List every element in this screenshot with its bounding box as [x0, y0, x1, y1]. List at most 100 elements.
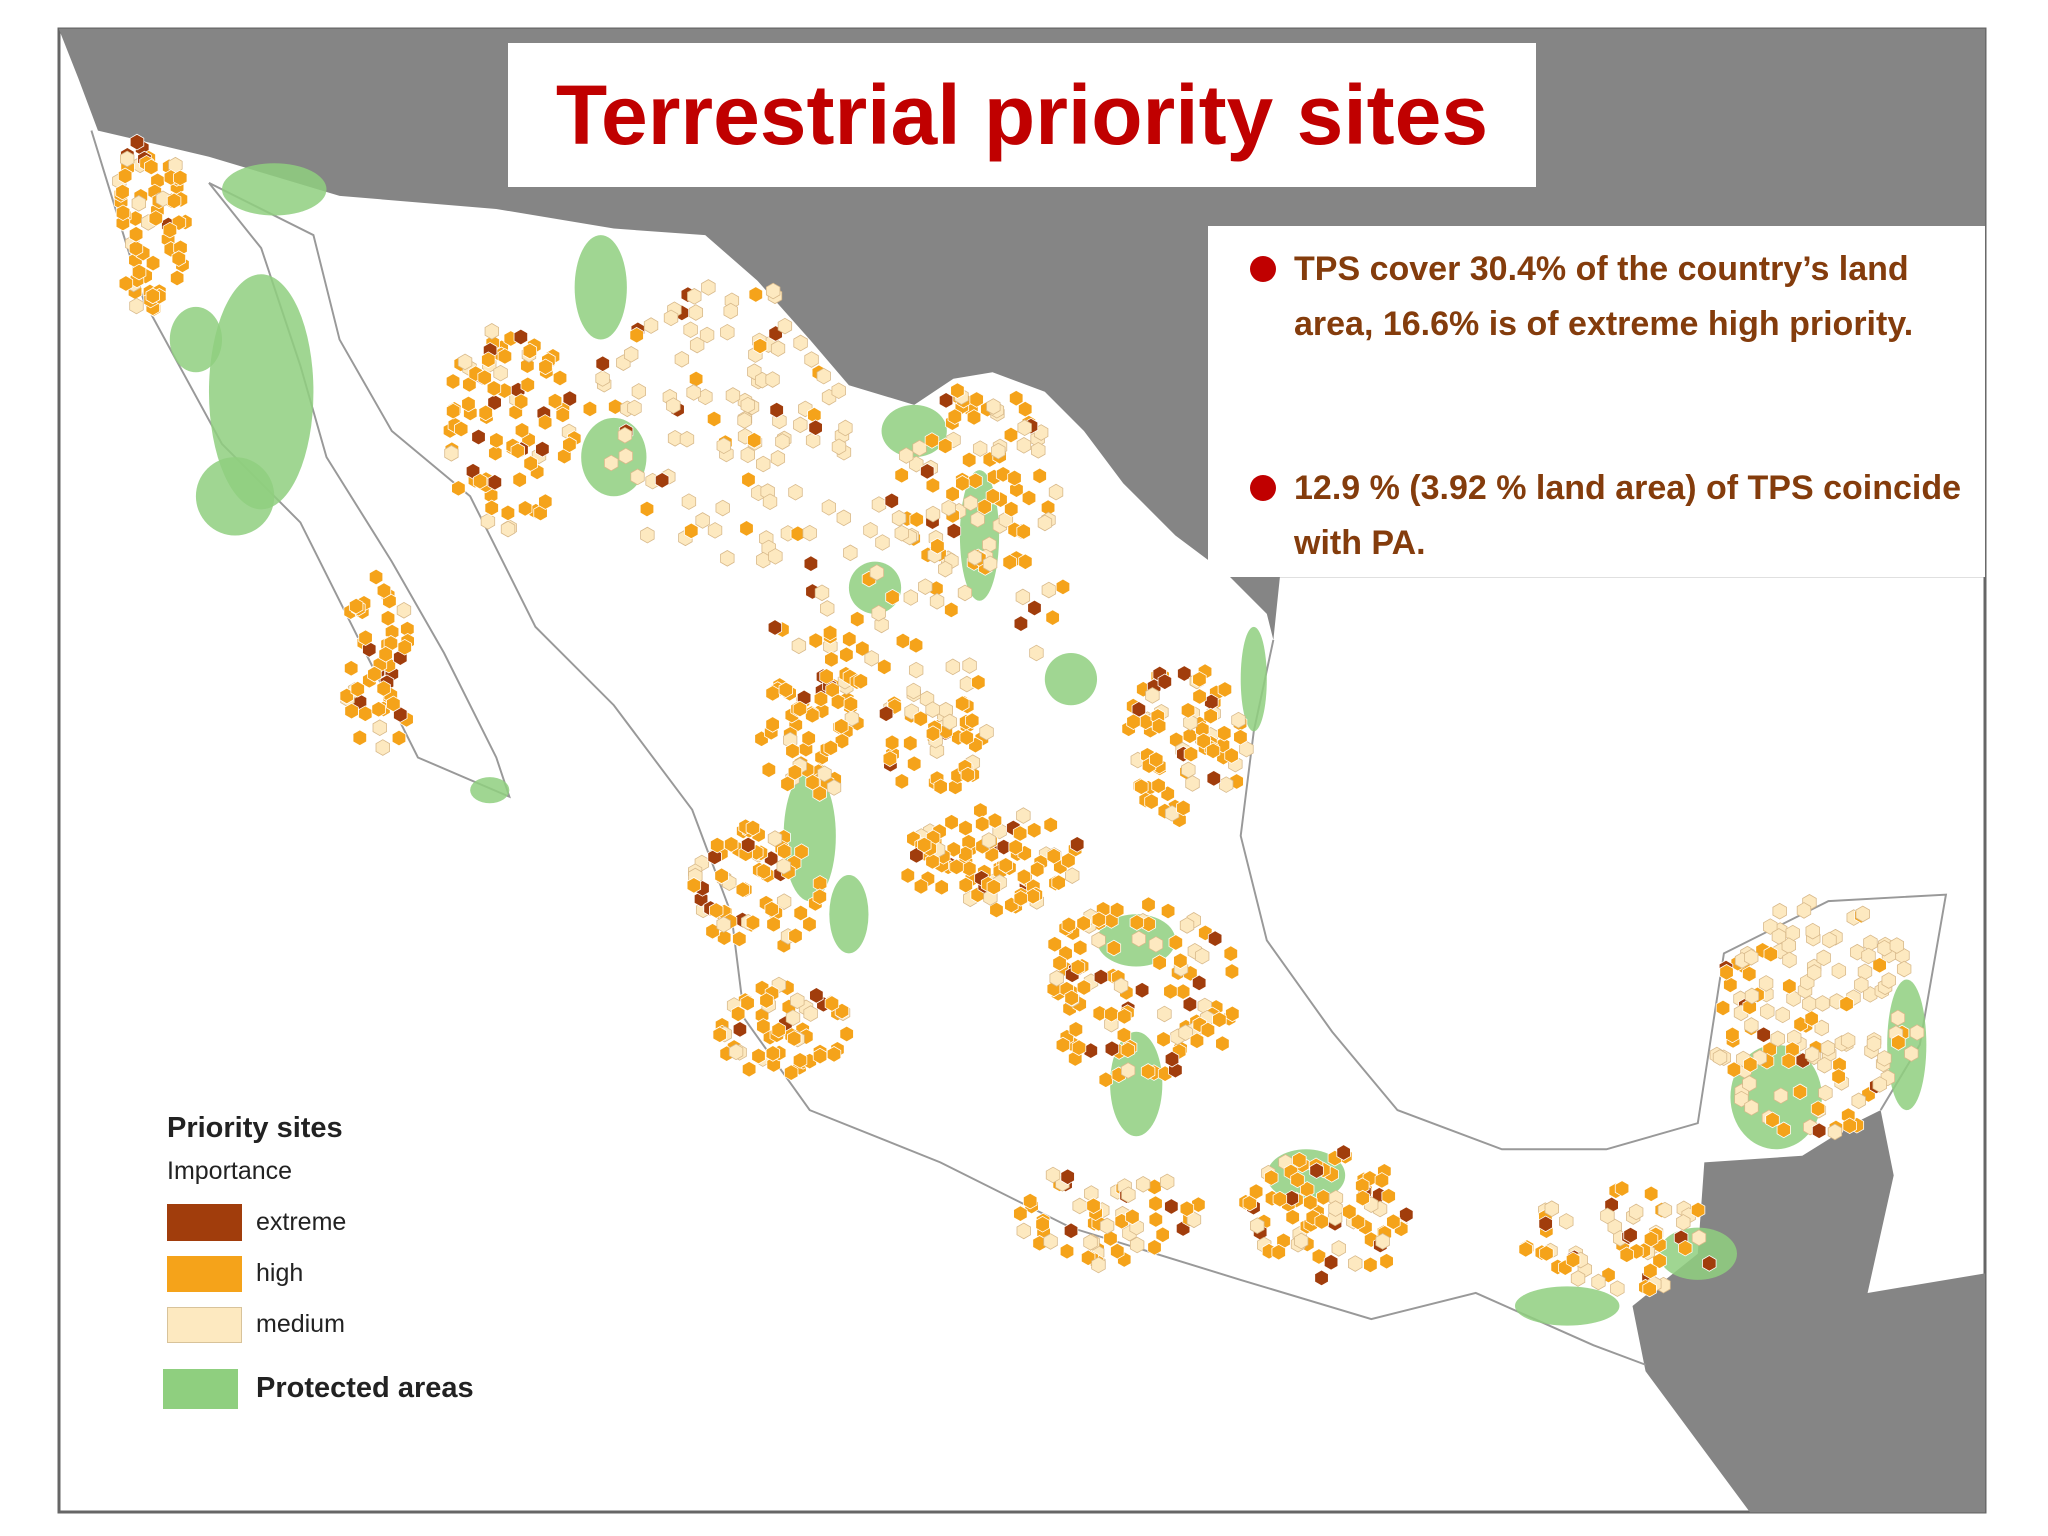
priority-hexagon [562, 436, 577, 453]
priority-hexagon [877, 658, 892, 676]
priority-hexagon [739, 520, 754, 537]
protected-area [1044, 653, 1098, 706]
priority-hexagon [960, 766, 976, 784]
priority-hexagon [488, 444, 503, 462]
priority-hexagon [814, 584, 830, 602]
priority-hexagon [118, 275, 134, 292]
priority-hexagon [963, 494, 978, 512]
priority-hexagon [1314, 1269, 1329, 1287]
priority-hexagon [882, 750, 898, 767]
priority-hexagon [995, 466, 1011, 483]
priority-hexagon [1744, 987, 1760, 1005]
priority-hexagon [855, 640, 870, 657]
priority-hexagon [863, 521, 878, 539]
priority-hexagon [630, 468, 645, 486]
priority-hexagon [1093, 968, 1109, 986]
priority-hexagon [1152, 954, 1167, 971]
priority-hexagon [1614, 1180, 1630, 1197]
priority-hexagon [1134, 981, 1150, 999]
priority-hexagon [1744, 1099, 1759, 1116]
priority-hexagon [788, 483, 803, 501]
priority-hexagon [1180, 702, 1196, 719]
priority-hexagon [1145, 687, 1160, 704]
priority-hexagon [769, 401, 784, 419]
priority-hexagon [489, 432, 504, 449]
priority-hexagon [1877, 1050, 1892, 1067]
priority-hexagon [776, 893, 792, 910]
priority-hexagon [1037, 514, 1053, 532]
priority-hexagon [938, 560, 953, 578]
priority-hexagon [131, 195, 147, 212]
priority-hexagon [1182, 996, 1198, 1013]
priority-hexagon [1348, 1255, 1363, 1272]
priority-hexagon [970, 511, 985, 528]
priority-hexagon [640, 526, 655, 544]
priority-hexagon [457, 353, 473, 371]
priority-hexagon [631, 383, 646, 400]
priority-hexagon [959, 729, 974, 746]
priority-hexagon [1129, 1236, 1145, 1254]
priority-hexagon [1168, 934, 1183, 951]
protected-area [1110, 1031, 1163, 1137]
priority-hexagon [912, 439, 927, 457]
priority-hexagon [723, 302, 738, 320]
priority-hexagon [1021, 489, 1037, 507]
bullet: TPS cover 30.4% of the country’s land ar… [1250, 242, 1974, 352]
priority-hexagon [778, 681, 794, 699]
priority-hexagon [367, 665, 382, 683]
priority-hexagon [1013, 890, 1028, 907]
priority-hexagon [371, 701, 386, 718]
priority-hexagon [1017, 419, 1032, 437]
priority-hexagon [1676, 1214, 1691, 1231]
priority-hexagon [1723, 976, 1738, 994]
priority-hexagon [1104, 1005, 1119, 1023]
priority-hexagon [801, 729, 816, 747]
priority-hexagon [875, 534, 890, 551]
priority-hexagon [920, 463, 935, 480]
priority-hexagon [1840, 1032, 1856, 1049]
priority-hexagon [913, 878, 929, 895]
priority-hexagon [1818, 1084, 1833, 1102]
priority-hexagon [1045, 609, 1060, 626]
priority-hexagon [1827, 1123, 1843, 1141]
priority-hexagon [1657, 1201, 1673, 1219]
priority-hexagon [1206, 770, 1221, 787]
priority-hexagon [1742, 1075, 1757, 1092]
priority-hexagon [1217, 724, 1232, 742]
priority-hexagon [1135, 1175, 1151, 1193]
priority-hexagon [148, 210, 163, 227]
priority-hexagon [1192, 688, 1207, 705]
priority-hexagon [1290, 1171, 1305, 1189]
priority-hexagon [131, 263, 147, 281]
priority-hexagon [679, 430, 695, 448]
legend-subtitle: Importance [167, 1157, 293, 1185]
priority-hexagon [766, 915, 781, 933]
priority-hexagon [115, 204, 131, 222]
priority-hexagon [1250, 1217, 1265, 1234]
priority-hexagon [481, 351, 496, 369]
priority-hexagon [557, 447, 572, 465]
priority-hexagon [1374, 1172, 1390, 1189]
priority-hexagon [740, 446, 755, 464]
priority-hexagon [1059, 1242, 1075, 1260]
priority-hexagon [1160, 902, 1176, 920]
priority-hexagon [1008, 838, 1023, 856]
priority-hexagon [934, 879, 949, 896]
priority-hexagon [1743, 1056, 1758, 1073]
priority-hexagon [1855, 905, 1870, 923]
priority-hexagon [1831, 962, 1847, 980]
priority-hexagon [1782, 978, 1797, 995]
priority-hexagon [380, 609, 396, 627]
priority-hexagon [955, 475, 970, 492]
priority-hexagon [514, 422, 530, 439]
priority-hexagon [793, 334, 808, 352]
legend-swatch [167, 1307, 242, 1343]
priority-hexagon [1219, 776, 1234, 793]
priority-hexagon [1007, 469, 1022, 487]
bullet-dot [1250, 256, 1276, 282]
priority-hexagon [1164, 1198, 1179, 1215]
protected-area [470, 777, 510, 804]
priority-hexagon [831, 382, 846, 400]
priority-hexagon [843, 544, 858, 562]
priority-hexagon [486, 380, 502, 397]
